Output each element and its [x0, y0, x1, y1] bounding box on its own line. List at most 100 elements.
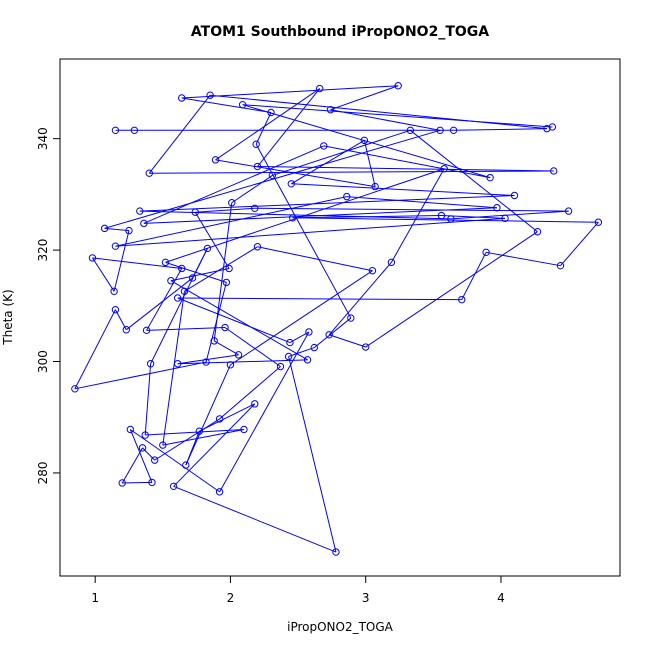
- series-segment: [115, 217, 506, 247]
- data-point: [362, 343, 370, 351]
- series-segment: [92, 257, 115, 292]
- data-point: [111, 306, 120, 314]
- y-tick-label: 280: [36, 461, 50, 484]
- series-segment: [329, 334, 366, 348]
- y-tick-label: 300: [36, 350, 50, 373]
- series-segment: [313, 317, 352, 348]
- data-point: [138, 444, 147, 452]
- series-segment: [330, 109, 441, 131]
- x-axis: 1 2 3 4: [91, 575, 505, 605]
- data-point: [287, 180, 296, 188]
- data-point: [253, 162, 262, 171]
- series-segment: [215, 159, 376, 188]
- data-point: [303, 356, 312, 364]
- series-segment: [231, 175, 273, 204]
- data-point: [253, 243, 262, 251]
- series-segment: [185, 430, 200, 466]
- data-point: [437, 211, 446, 220]
- series-segment: [149, 170, 554, 174]
- series-segment: [125, 277, 193, 331]
- series-segment: [328, 262, 392, 336]
- data-point: [238, 100, 247, 109]
- data-point: [111, 126, 120, 135]
- x-tick-label: 1: [91, 591, 99, 605]
- series-segment: [115, 196, 347, 247]
- series-segment: [215, 88, 320, 161]
- data-point: [343, 192, 351, 201]
- data-point: [206, 91, 214, 99]
- data-point: [284, 352, 293, 361]
- data-point: [251, 400, 259, 408]
- data-point: [501, 214, 509, 223]
- series-segment: [210, 94, 548, 130]
- series-segment: [219, 331, 310, 493]
- data-point: [316, 84, 324, 93]
- data-point: [325, 331, 333, 339]
- series-segment: [194, 211, 230, 269]
- data-point: [347, 314, 355, 322]
- data-point: [240, 425, 248, 434]
- series-segment: [162, 291, 185, 446]
- data-point: [203, 244, 212, 253]
- data-point: [191, 208, 199, 216]
- series-segment: [230, 270, 373, 366]
- data-point: [221, 323, 229, 332]
- data-point: [320, 142, 328, 150]
- series-segment: [146, 268, 183, 331]
- data-point: [447, 215, 455, 223]
- data-point: [88, 254, 97, 262]
- series-segment: [177, 297, 462, 301]
- data-point: [556, 261, 565, 270]
- series-segment: [288, 347, 315, 357]
- data-point: [210, 337, 218, 345]
- series-segment: [205, 282, 227, 363]
- data-point: [148, 478, 156, 487]
- series-segment: [143, 145, 324, 224]
- data-point: [178, 94, 186, 102]
- series-segment: [257, 88, 321, 167]
- chart-title: ATOM1 Southbound iPropONO2_TOGA: [191, 24, 489, 40]
- series-segment: [162, 428, 245, 446]
- data-point: [268, 171, 277, 180]
- series-segment: [185, 364, 231, 466]
- x-tick-label: 2: [227, 591, 235, 605]
- series-segment: [181, 85, 399, 99]
- series-segment: [129, 429, 153, 483]
- data-point: [202, 358, 210, 366]
- series-segment: [410, 129, 538, 233]
- data-point: [195, 427, 204, 435]
- data-point: [161, 258, 170, 267]
- series-segment: [363, 140, 376, 187]
- series-segment: [255, 112, 272, 145]
- series-segment: [130, 429, 220, 493]
- data-point: [267, 108, 275, 117]
- series-segment: [272, 129, 411, 176]
- data-point: [332, 548, 340, 556]
- series-segment: [115, 309, 127, 330]
- series-segment: [292, 215, 442, 219]
- data-point: [360, 136, 369, 145]
- data-point: [122, 326, 130, 334]
- data-point: [130, 126, 139, 135]
- series-segment: [74, 309, 116, 390]
- series-segment: [242, 104, 553, 128]
- data-point: [387, 258, 396, 267]
- series-segment: [224, 327, 281, 367]
- data-point: [111, 242, 120, 250]
- data-point: [142, 326, 151, 335]
- data-point: [226, 361, 235, 369]
- series-segment: [122, 481, 152, 484]
- data-point: [436, 126, 444, 135]
- series-segment: [181, 97, 272, 113]
- data-point: [182, 461, 190, 469]
- series-segment: [453, 128, 547, 131]
- series-segment: [365, 231, 538, 348]
- data-point: [110, 287, 118, 296]
- data-point: [371, 182, 379, 191]
- data-point: [126, 425, 135, 434]
- y-tick-label: 340: [36, 127, 50, 150]
- series-layer: [71, 82, 603, 556]
- series-segment: [146, 327, 226, 331]
